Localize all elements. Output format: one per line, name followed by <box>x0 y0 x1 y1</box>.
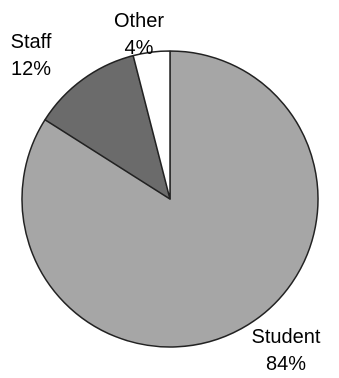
slice-label-other-name: Other <box>114 10 164 32</box>
slice-label-staff-name: Staff <box>11 31 52 53</box>
slice-label-staff-percent: 12% <box>11 58 51 80</box>
slice-label-student-percent: 84% <box>266 353 306 375</box>
pie-slice-staff <box>44 54 171 200</box>
slice-label-student-name: Student <box>252 326 321 348</box>
slice-label-other-percent: 4% <box>125 37 154 59</box>
pie-slice-other <box>132 50 171 200</box>
pie-slices <box>21 50 319 348</box>
